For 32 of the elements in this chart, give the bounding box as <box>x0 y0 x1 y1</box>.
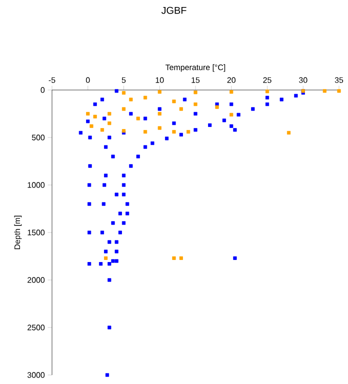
point <box>93 114 97 118</box>
point <box>286 130 291 135</box>
point <box>172 130 176 134</box>
point <box>86 112 90 116</box>
point <box>230 112 234 116</box>
point <box>90 124 94 128</box>
point <box>143 130 148 134</box>
point <box>158 126 162 130</box>
point <box>230 90 234 94</box>
point <box>265 90 270 94</box>
point <box>337 89 341 93</box>
point <box>179 107 183 111</box>
chart-title: JGBF <box>161 6 186 14</box>
point <box>158 112 162 116</box>
point <box>129 98 133 102</box>
point <box>179 256 183 260</box>
point <box>194 102 198 106</box>
point <box>194 90 198 94</box>
point <box>122 91 126 95</box>
point <box>215 105 219 109</box>
point <box>108 112 112 116</box>
point <box>158 90 162 94</box>
point <box>136 116 140 120</box>
point <box>108 121 112 126</box>
point <box>322 89 326 93</box>
point <box>104 256 108 260</box>
point <box>172 256 176 260</box>
point <box>186 130 190 134</box>
point <box>122 107 126 111</box>
point <box>172 100 176 104</box>
point <box>143 96 148 100</box>
point <box>100 128 104 132</box>
